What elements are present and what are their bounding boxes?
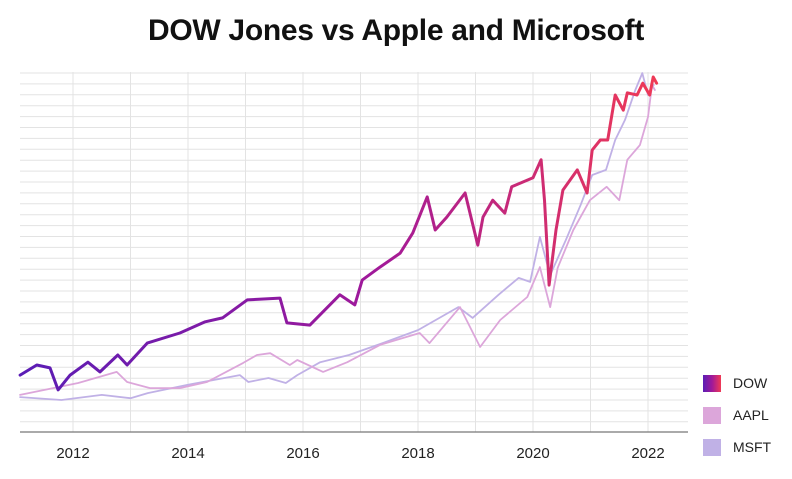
legend-item-aapl: AAPL [703, 406, 771, 424]
legend-label-msft: MSFT [733, 439, 772, 455]
x-axis: 2012 2014 2016 2018 2020 2022 [20, 431, 688, 462]
series-group [18, 72, 659, 401]
x-tick-label: 2012 [56, 445, 89, 462]
legend-swatch-aapl [703, 406, 721, 424]
chart-title: DOW Jones vs Apple and Microsoft [147, 14, 645, 47]
x-tick-label: 2020 [516, 445, 549, 462]
series-line-aapl [19, 84, 656, 396]
legend-label-aapl: AAPL [733, 407, 769, 423]
legend-swatch-dow [703, 374, 721, 392]
legend-item-msft: MSFT [703, 438, 772, 456]
x-tick-label: 2018 [401, 445, 434, 462]
x-tick-label: 2014 [171, 445, 204, 462]
legend: DOW AAPL MSFT [703, 374, 772, 471]
legend-item-dow: DOW [703, 374, 771, 392]
series-line-dow [18, 75, 659, 392]
legend-swatch-msft [703, 438, 721, 456]
x-tick-label: 2022 [631, 445, 664, 462]
legend-label-dow: DOW [733, 375, 768, 391]
grid [20, 72, 688, 432]
x-tick-label: 2016 [286, 445, 319, 462]
